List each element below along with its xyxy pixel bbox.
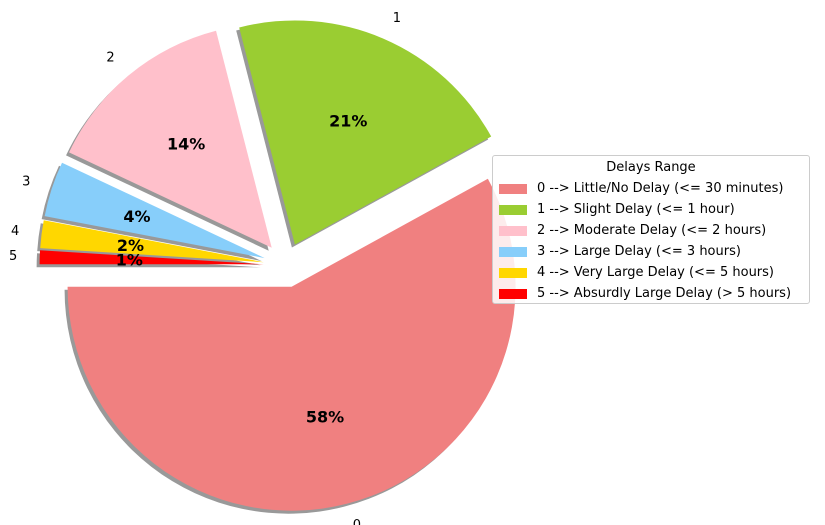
percent-label: 14% — [167, 135, 205, 154]
category-label: 3 — [22, 174, 30, 189]
category-label: 1 — [393, 11, 401, 26]
legend-swatch — [499, 246, 527, 257]
legend-swatch — [499, 267, 527, 278]
category-labels: 0 1 2 3 4 5 — [9, 11, 401, 525]
percent-label: 2% — [117, 236, 144, 255]
pie-slice-0 — [67, 178, 516, 511]
legend-label: 5 --> Absurdly Large Delay (> 5 hours) — [537, 286, 792, 301]
legend-item: 1 --> Slight Delay (<= 1 hour) — [499, 201, 735, 218]
category-label: 2 — [106, 50, 114, 65]
pie-slice-2 — [69, 30, 272, 248]
category-label: 5 — [9, 249, 17, 264]
legend-label: 0 --> Little/No Delay (<= 30 minutes) — [537, 181, 784, 196]
legend-swatch — [499, 183, 527, 194]
legend-label: 2 --> Moderate Delay (<= 2 hours) — [537, 223, 767, 238]
percent-label: 21% — [329, 112, 367, 131]
legend-swatch — [499, 225, 527, 236]
pie-slice-4 — [40, 220, 264, 263]
legend-item: 3 --> Large Delay (<= 3 hours) — [499, 243, 741, 260]
legend-label: 1 --> Slight Delay (<= 1 hour) — [537, 202, 735, 217]
category-label: 4 — [11, 224, 19, 239]
legend-swatch — [499, 288, 527, 299]
legend-item: 2 --> Moderate Delay (<= 2 hours) — [499, 222, 766, 239]
category-label: 0 — [353, 518, 361, 525]
pie-slices — [39, 20, 516, 511]
pie-slice-5 — [39, 250, 264, 265]
percent-label: 4% — [123, 207, 150, 226]
legend-item: 4 --> Very Large Delay (<= 5 hours) — [499, 264, 774, 281]
percent-label: 58% — [306, 407, 344, 426]
pie-slice-1 — [239, 20, 492, 245]
legend-item: 5 --> Absurdly Large Delay (> 5 hours) — [499, 285, 791, 302]
legend: Delays Range 0 --> Little/No Delay (<= 3… — [492, 155, 810, 304]
legend-label: 3 --> Large Delay (<= 3 hours) — [537, 244, 741, 259]
pie-slice-3 — [44, 162, 265, 259]
legend-label: 4 --> Very Large Delay (<= 5 hours) — [537, 265, 774, 280]
percent-labels: 58% 21% 14% 4% 2%1% — [116, 112, 368, 427]
percent-label: 1% — [116, 251, 143, 270]
legend-swatch — [499, 204, 527, 215]
legend-item: 0 --> Little/No Delay (<= 30 minutes) — [499, 180, 783, 197]
legend-title: Delays Range — [606, 160, 696, 175]
